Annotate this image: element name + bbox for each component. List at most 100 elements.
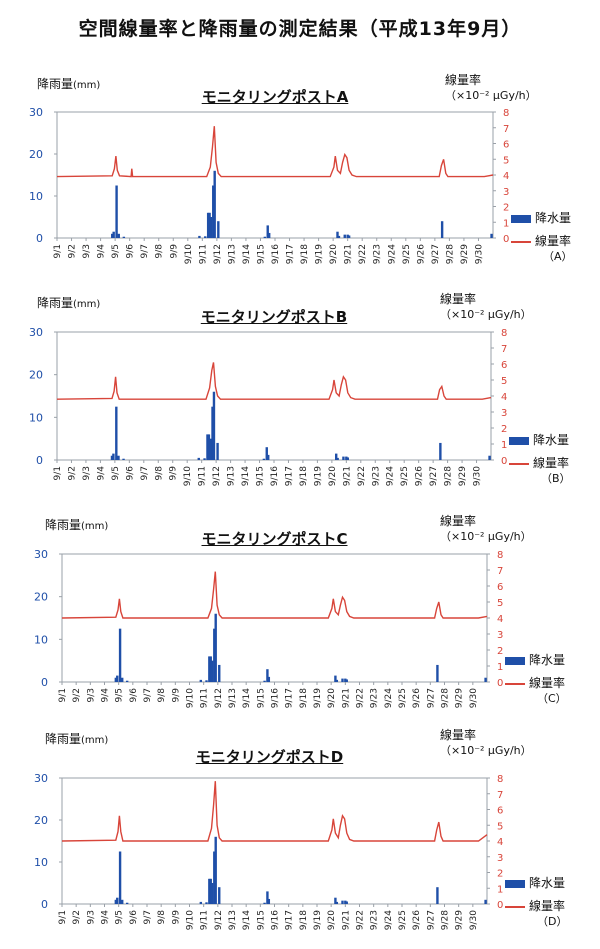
- legend-rain-label: 降水量: [533, 433, 570, 447]
- right-tick-label: 7: [503, 124, 509, 135]
- panel-title: モニタリングポストC: [201, 530, 348, 548]
- x-tick-label: 9/3: [86, 688, 96, 702]
- x-tick-label: 9/16: [271, 244, 281, 264]
- x-tick-label: 9/16: [271, 910, 281, 930]
- right-tick-label: 0: [501, 456, 507, 467]
- left-axis-label-text: 降雨量: [37, 296, 74, 310]
- right-tick-label: 5: [503, 155, 509, 166]
- left-tick-label: 10: [34, 856, 48, 869]
- rain-bar: [117, 233, 120, 238]
- legend-dose-suffix: （C）: [537, 692, 567, 705]
- rain-bar: [334, 675, 337, 682]
- right-tick-label: 8: [497, 550, 503, 561]
- rain-bar: [265, 447, 268, 460]
- rain-bar: [440, 221, 444, 238]
- rain-bar: [218, 887, 221, 904]
- x-tick-label: 9/13: [228, 688, 238, 708]
- dose-line: [61, 571, 488, 619]
- chart-panel-d: 0 10 20 30 0 1 2 3 4 5 6 7 8 9/1 9/2 9/3 9/4 9/5 9/6 9/7 9/8…: [0, 728, 600, 943]
- x-tick-label: 9/22: [356, 910, 366, 930]
- rain-bar: [125, 902, 129, 904]
- x-tick-label: 9/21: [341, 910, 351, 930]
- right-axis-unit: （×10⁻² μGy/h）: [440, 308, 532, 321]
- x-tick-label: 9/28: [441, 688, 451, 708]
- right-tick-label: 3: [497, 630, 503, 641]
- rain-bar: [209, 217, 213, 238]
- rain-bar: [266, 669, 269, 682]
- right-axis-label: 線量率 （×10⁻² μGy/h）: [440, 292, 532, 322]
- legend-dose-label: 線量率: [529, 676, 566, 690]
- x-tick-label: 9/19: [313, 466, 323, 486]
- legend-dose-label: 線量率: [535, 234, 572, 248]
- legend-dose: 線量率: [505, 899, 567, 914]
- right-axis-unit: （×10⁻² μGy/h）: [445, 89, 537, 102]
- x-tick-label: 9/5: [111, 244, 121, 258]
- x-tick-label: 9/10: [184, 244, 194, 264]
- x-tick-label: 9/13: [227, 244, 237, 264]
- rain-bar: [336, 457, 339, 460]
- left-axis-unit: (mm): [73, 80, 101, 91]
- x-tick-label: 9/12: [214, 910, 224, 930]
- rain-bar: [267, 898, 271, 904]
- x-tick-label: 9/29: [455, 910, 465, 930]
- rain-bar: [118, 851, 122, 904]
- chart-svg: 0 10 20 30 0 1 2 3 4 5 6 7 8 9/1 9/2 9/3 9/4 9/5 9/6 9/7 9/8…: [29, 106, 509, 264]
- rain-bar: [341, 678, 344, 682]
- x-tick-label: 9/24: [387, 244, 397, 264]
- x-tick-label: 9/9: [171, 910, 181, 925]
- rain-bar: [335, 901, 339, 904]
- x-tick-label: 9/29: [455, 688, 465, 708]
- rain-bar: [204, 236, 207, 238]
- right-tick-label: 5: [497, 598, 503, 609]
- x-tick-label: 9/20: [329, 244, 339, 264]
- x-tick-label: 9/8: [157, 688, 167, 703]
- panel-title: モニタリングポストA: [201, 88, 349, 106]
- x-tick-label: 9/12: [214, 688, 224, 708]
- chart-panel-b: 0 10 20 30 0 1 2 3 4 5 6 7 8 9/1 9/2 9/3 9/4 9/5 9/6 9/7 9/8…: [0, 290, 600, 500]
- x-tick-label: 9/30: [473, 466, 483, 486]
- legend-rain: 降水量: [509, 433, 571, 448]
- x-tick-label: 9/23: [373, 244, 383, 264]
- right-tick-label: 5: [497, 821, 503, 832]
- legend-dose-suffix: （D）: [537, 915, 568, 928]
- rain-bar: [212, 185, 215, 238]
- left-axis-label-text: 降雨量: [45, 518, 82, 532]
- left-tick-label: 30: [34, 772, 48, 785]
- legend-dose: 線量率: [511, 234, 573, 249]
- legend-dose-suffix: （B）: [541, 472, 571, 485]
- right-tick-label: 3: [503, 187, 509, 198]
- rain-bar: [114, 899, 118, 904]
- rain-bar: [347, 235, 351, 238]
- x-tick-label: 9/21: [341, 688, 351, 708]
- rain-bar: [488, 455, 491, 460]
- legend-rain-swatch: [505, 656, 525, 665]
- x-tick-label: 9/30: [474, 244, 484, 264]
- x-tick-label: 9/11: [198, 466, 208, 486]
- rain-bar: [490, 233, 493, 238]
- rain-bar: [344, 678, 347, 682]
- rain-bar: [267, 454, 270, 460]
- rain-bar: [197, 457, 200, 460]
- x-tick-label: 9/24: [384, 688, 394, 708]
- x-tick-label: 9/22: [357, 466, 367, 486]
- rain-bar: [209, 656, 212, 682]
- rain-bar: [263, 236, 267, 238]
- rain-bar: [267, 676, 271, 682]
- x-tick-label: 9/19: [315, 244, 325, 264]
- x-tick-label: 9/11: [200, 910, 210, 930]
- dose-line: [61, 781, 488, 842]
- left-tick-label: 0: [41, 676, 48, 689]
- x-tick-label: 9/1: [58, 688, 68, 702]
- right-tick-label: 0: [497, 678, 503, 689]
- dose-line: [56, 126, 494, 178]
- x-tick-label: 9/28: [445, 244, 455, 264]
- left-tick-label: 20: [29, 369, 43, 382]
- chart-svg: 0 10 20 30 0 1 2 3 4 5 6 7 8 9/1 9/2 9/3 9/4 9/5 9/6 9/7 9/8…: [29, 326, 507, 486]
- x-tick-label: 9/8: [155, 244, 165, 259]
- legend: 降水量 線量率 （D）: [505, 876, 567, 929]
- right-axis-label-text: 線量率: [440, 514, 477, 528]
- x-tick-label: 9/17: [284, 466, 294, 486]
- x-tick-label: 9/28: [444, 466, 454, 486]
- x-tick-label: 9/13: [227, 466, 237, 486]
- x-tick-label: 9/15: [256, 244, 266, 264]
